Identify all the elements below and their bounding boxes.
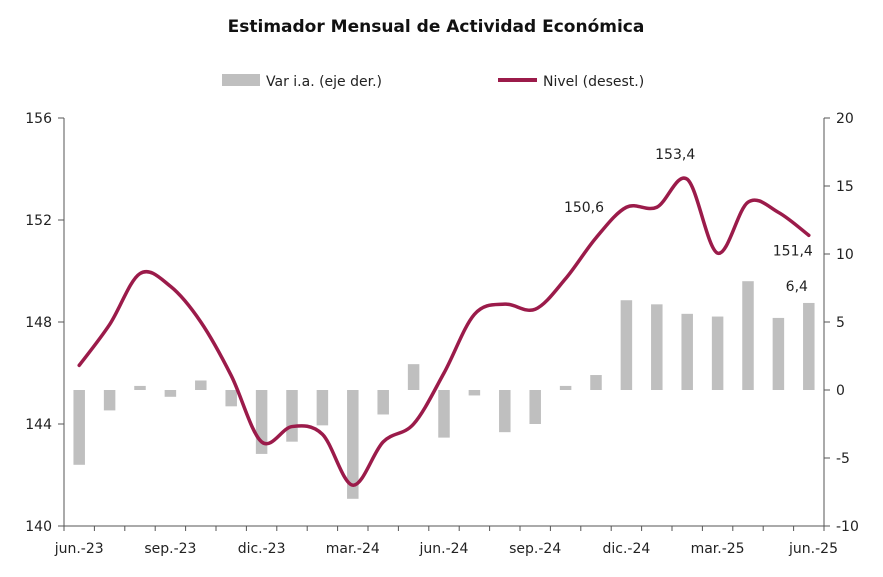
bar <box>742 281 754 390</box>
bar <box>681 313 693 390</box>
right-axis-tick-label: 5 <box>836 315 845 331</box>
right-axis-tick-label: -10 <box>836 519 859 535</box>
bar <box>164 390 177 397</box>
bar <box>286 390 298 442</box>
right-axis-tick-label: 15 <box>836 179 854 195</box>
bar <box>134 385 146 390</box>
bar <box>407 364 420 390</box>
bar <box>377 390 389 415</box>
bar <box>529 390 541 424</box>
bar <box>559 385 572 390</box>
bar <box>499 390 511 433</box>
left-axis-tick-label: 152 <box>25 213 52 229</box>
x-axis-tick-label: mar.-24 <box>326 541 380 557</box>
line-series <box>77 176 811 487</box>
right-axis-tick-label: 20 <box>836 111 854 127</box>
x-axis-tick-label: jun.-23 <box>54 541 104 557</box>
bar <box>590 375 602 390</box>
x-axis-tick-label: jun.-25 <box>788 541 838 557</box>
legend-swatch-bar <box>222 74 260 86</box>
bar <box>225 390 237 407</box>
bar <box>255 390 268 454</box>
right-axis-tick-label: 10 <box>836 247 854 263</box>
bar <box>803 302 815 390</box>
bar <box>73 390 85 465</box>
legend: Var i.a. (eje der.) Nivel (desest.) <box>222 74 644 90</box>
data-label: 153,4 <box>655 147 695 163</box>
data-label: 6,4 <box>786 279 808 295</box>
legend-label-line: Nivel (desest.) <box>543 74 644 90</box>
bar <box>316 390 329 426</box>
line-path <box>77 176 811 487</box>
x-axis-tick-label: sep.-24 <box>509 541 561 557</box>
right-axis-tick-label: 0 <box>836 383 845 399</box>
bar <box>772 317 785 390</box>
bar <box>347 390 359 499</box>
x-axis-tick-label: sep.-23 <box>144 541 196 557</box>
x-axis-tick-label: jun.-24 <box>419 541 469 557</box>
left-axis-tick-label: 140 <box>25 519 52 535</box>
chart-title: Estimador Mensual de Actividad Económica <box>228 17 645 37</box>
legend-label-bar: Var i.a. (eje der.) <box>266 74 382 90</box>
bar <box>620 300 633 390</box>
bar <box>438 390 450 438</box>
data-label: 150,6 <box>564 200 604 216</box>
bar <box>195 380 207 390</box>
x-axis-tick-label: mar.-25 <box>691 541 745 557</box>
left-axis-tick-label: 144 <box>25 417 52 433</box>
right-axis-tick-label: -5 <box>836 451 850 467</box>
x-axis-tick-label: dic.-24 <box>603 541 651 557</box>
bar <box>711 316 724 390</box>
bar <box>468 390 481 396</box>
bar <box>103 390 116 411</box>
data-labels: 150,6 153,4 151,4 6,4 <box>564 147 813 295</box>
bar <box>651 304 663 390</box>
axes: 140 144 148 152 156 -10 -5 0 5 10 15 20 jun.-23 sep.-… <box>25 111 859 557</box>
data-label: 151,4 <box>773 243 813 259</box>
left-axis-tick-label: 156 <box>25 111 52 127</box>
x-axis-tick-label: dic.-23 <box>238 541 286 557</box>
left-axis-tick-label: 148 <box>25 315 52 331</box>
bar-series <box>73 281 815 499</box>
